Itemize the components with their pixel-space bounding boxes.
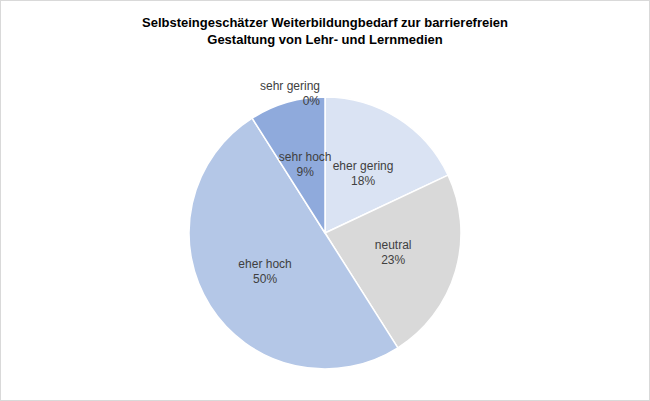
svg-text:18%: 18% xyxy=(351,174,375,188)
svg-text:sehr hoch: sehr hoch xyxy=(279,150,332,164)
svg-text:Selbsteingeschätzer Weiterbild: Selbsteingeschätzer Weiterbildungbedarf … xyxy=(142,15,508,30)
svg-text:sehr gering: sehr gering xyxy=(260,79,320,93)
svg-text:neutral: neutral xyxy=(375,238,412,252)
svg-text:0%: 0% xyxy=(303,94,321,108)
svg-text:9%: 9% xyxy=(297,165,315,179)
svg-text:eher hoch: eher hoch xyxy=(238,257,291,271)
svg-text:eher gering: eher gering xyxy=(333,159,394,173)
svg-text:23%: 23% xyxy=(381,253,405,267)
svg-text:50%: 50% xyxy=(253,272,277,286)
svg-text:Gestaltung von Lehr- und Lernm: Gestaltung von Lehr- und Lernmedien xyxy=(207,32,443,47)
